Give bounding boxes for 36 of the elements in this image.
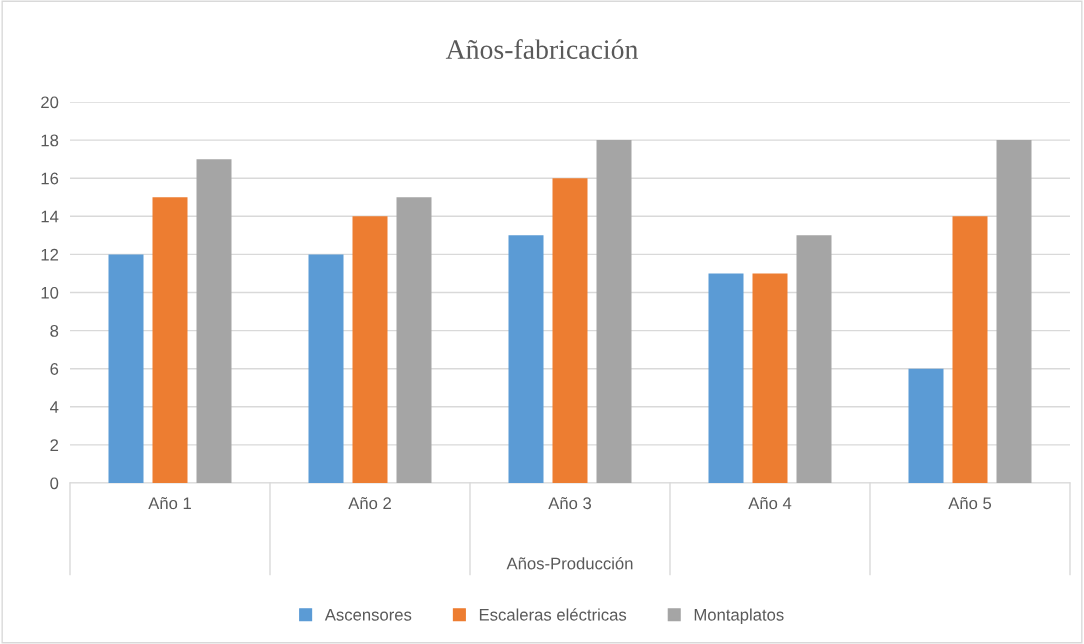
bar [908,368,944,483]
x-tick-label: Año 1 [148,497,191,510]
bar [952,216,988,483]
bar [152,197,188,483]
chart-title: Años-fabricación [445,39,638,59]
x-tick-label: Año 2 [348,497,391,510]
y-tick-label: 4 [50,401,59,413]
bar [308,254,344,483]
y-tick-label: 0 [50,477,59,490]
bar [196,159,232,483]
bar [108,254,144,483]
y-tick-label: 18 [41,134,59,147]
x-axis-title: Años-Producción [506,556,633,570]
bar [552,178,588,483]
legend-label: Ascensores [324,609,412,621]
y-tick-label: 20 [41,96,59,109]
y-tick-label: 8 [50,325,59,337]
y-tick-label: 12 [41,248,59,261]
y-tick-label: 2 [50,439,59,451]
bar [996,140,1032,483]
x-tick-label: Año 3 [548,497,592,510]
x-tick-label: Año 5 [948,497,992,510]
bar [752,273,788,483]
legend-label: Escaleras eléctricas [479,608,627,621]
y-tick-label: 6 [50,363,59,375]
x-tick-label: Año 4 [748,497,792,510]
bar [508,235,544,483]
legend-label: Montaplatos [694,608,784,624]
y-tick-label: 10 [41,286,59,299]
bar [396,197,432,483]
bar [796,235,832,483]
bar [708,273,744,483]
bar [352,216,388,483]
bar [596,140,632,483]
y-tick-label: 14 [41,210,59,223]
y-tick-label: 16 [41,172,59,185]
